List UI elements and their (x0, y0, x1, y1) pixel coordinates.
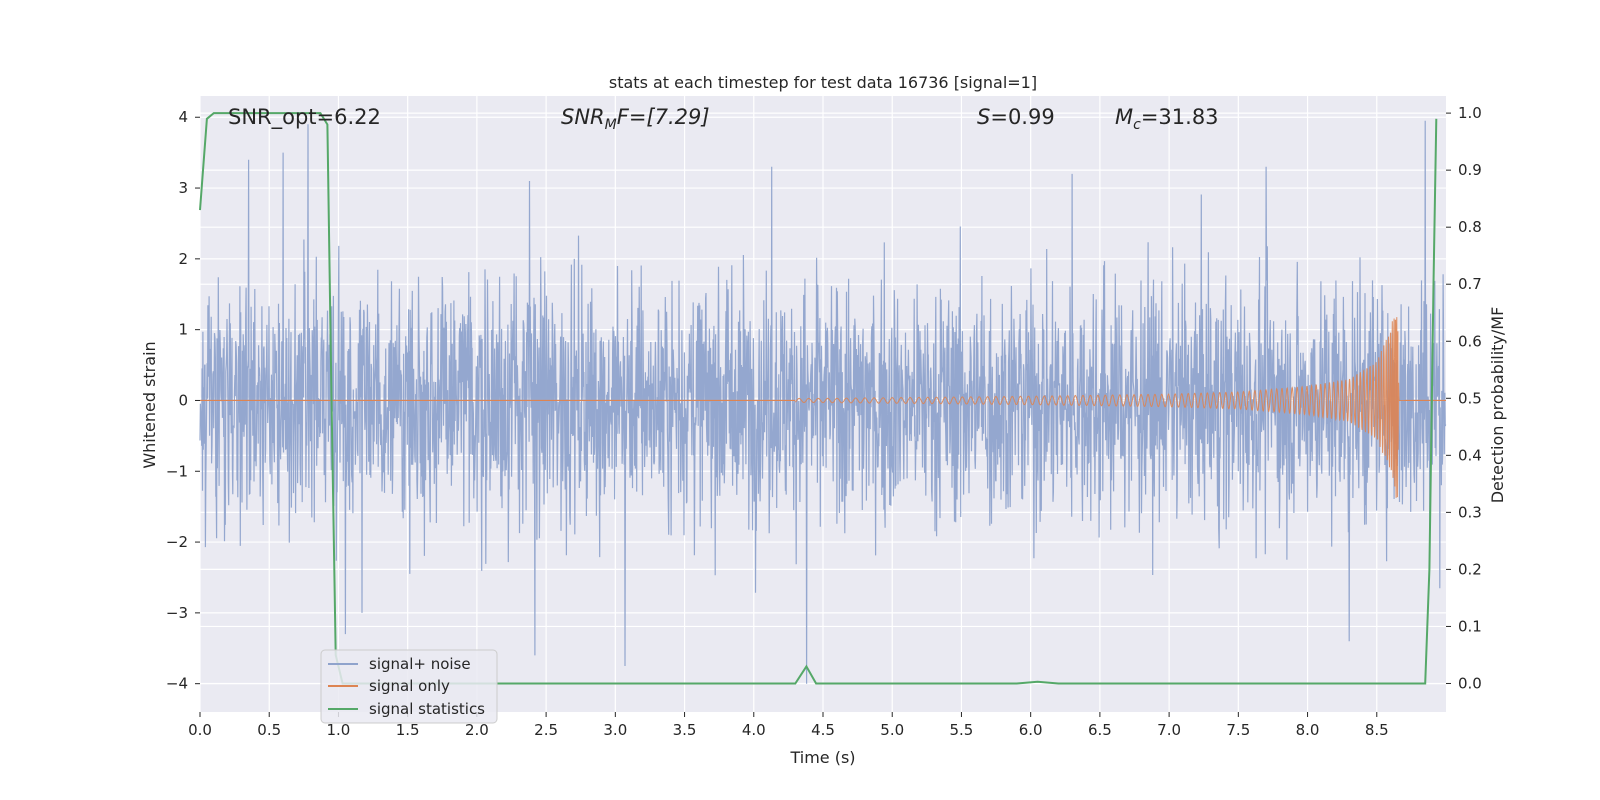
legend-label-signal-only: signal only (369, 677, 450, 695)
y-tick-label-left: 0 (178, 391, 188, 409)
axis-ticks: 0.0 0.5 1.0 1.5 2.0 2.5 3.0 3.5 4.0 4.5 5.0 5.5 6.0 6… (166, 104, 1482, 739)
y-tick-label-left: −3 (166, 604, 188, 622)
series-signal-noise (199, 120, 1447, 684)
x-tick-label: 3.5 (673, 721, 697, 739)
x-tick-label: 2.5 (534, 721, 558, 739)
legend-label-signal-statistics: signal statistics (369, 700, 485, 718)
y-tick-label-right: 0.5 (1458, 389, 1482, 407)
x-tick-label: 6.0 (1019, 721, 1043, 739)
legend-box (320, 649, 498, 724)
y-tick-label-right: 0.4 (1458, 446, 1482, 464)
x-tick-label: 5.0 (880, 721, 904, 739)
x-tick-label: 2.0 (465, 721, 489, 739)
annotation-mc: Mc=31.83 (1115, 105, 1219, 133)
y-tick-label-right: 0.1 (1458, 617, 1482, 635)
x-tick-label: 0.0 (188, 721, 212, 739)
y-tick-label-right: 0.2 (1458, 560, 1482, 578)
y-tick-label-right: 0.0 (1458, 674, 1482, 692)
y-tick-label-left: 4 (178, 108, 188, 126)
x-tick-label: 8.0 (1296, 721, 1320, 739)
x-tick-label: 5.5 (950, 721, 974, 739)
x-tick-label: 4.5 (811, 721, 835, 739)
legend: signal+ noise signal only signal statist… (320, 649, 498, 724)
y-axis-label-left: Whitened strain (140, 341, 159, 468)
signal-chirp (795, 317, 1405, 498)
x-tick-label: 1.5 (396, 721, 420, 739)
x-tick-label: 6.5 (1088, 721, 1112, 739)
annotation-snr-opt: SNR_opt=6.22 (228, 105, 381, 130)
chart-title: stats at each timestep for test data 167… (609, 73, 1037, 92)
statistics-line (199, 112, 1438, 685)
y-tick-label-right: 0.3 (1458, 503, 1482, 521)
y-tick-label-right: 1.0 (1458, 104, 1482, 122)
annotation-s: S=0.99 (977, 105, 1055, 129)
y-tick-label-left: −4 (166, 675, 188, 693)
x-axis-label: Time (s) (789, 748, 855, 767)
legend-label-signal-noise: signal+ noise (369, 655, 471, 673)
noise-trace (199, 120, 1447, 684)
y-axis-label-right: Detection probability/MF (1488, 307, 1507, 504)
annotation-snr-mf: SNRMF=[7.29] (561, 105, 710, 133)
y-tick-label-right: 0.7 (1458, 275, 1482, 293)
x-tick-label: 8.5 (1365, 721, 1389, 739)
y-tick-label-left: 3 (178, 179, 188, 197)
x-tick-label: 1.0 (327, 721, 351, 739)
y-tick-label-left: −2 (166, 533, 188, 551)
x-tick-label: 0.5 (257, 721, 281, 739)
y-tick-label-left: 1 (178, 321, 188, 339)
x-tick-label: 4.0 (742, 721, 766, 739)
x-tick-label: 3.0 (603, 721, 627, 739)
y-tick-label-right: 0.9 (1458, 161, 1482, 179)
x-tick-label: 7.0 (1157, 721, 1181, 739)
y-tick-label-right: 0.8 (1458, 218, 1482, 236)
y-tick-label-left: 2 (178, 250, 188, 268)
x-tick-label: 7.5 (1226, 721, 1250, 739)
series-signal-only (200, 317, 1446, 498)
y-tick-label-left: −1 (166, 462, 188, 480)
y-tick-label-right: 0.6 (1458, 332, 1482, 350)
series-signal-statistics (199, 112, 1438, 685)
